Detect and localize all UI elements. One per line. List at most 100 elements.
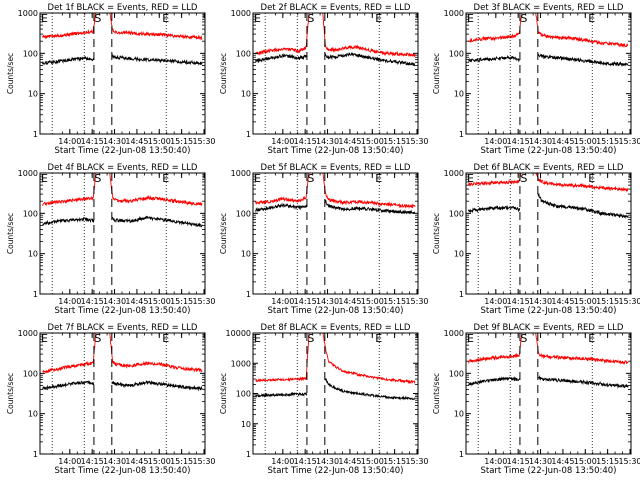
x-tick-label: 14:00 — [58, 297, 81, 306]
marker-label-s: S — [94, 332, 101, 345]
plot-frame — [39, 172, 206, 295]
x-tick-label: 14:15 — [507, 137, 530, 146]
x-tick-label: 15:15 — [170, 297, 193, 306]
y-tick-label: 1 — [33, 450, 38, 459]
series-line-events — [255, 377, 416, 401]
x-tick-label: 14:45 — [338, 137, 361, 146]
y-tick-label: 10 — [454, 90, 464, 99]
y-tick-label: 1000 — [444, 9, 464, 18]
x-tick-label: 15:00 — [574, 137, 597, 146]
marker-label-s: S — [307, 12, 314, 25]
x-tick-label: 14:15 — [507, 297, 530, 306]
plot-frame — [252, 12, 419, 135]
y-tick-label: 1000 — [444, 169, 464, 178]
y-axis: 1 10 100 1000 — [444, 169, 631, 299]
marker-label-e: E — [162, 332, 169, 345]
marker-label-e: E — [588, 172, 595, 185]
chart-title: Det 7f BLACK = Events, RED = LLD — [48, 323, 198, 333]
x-tick-label: 15:15 — [170, 137, 193, 146]
x-tick-label: 15:15 — [383, 457, 406, 466]
y-tick-label: 1000 — [18, 329, 38, 338]
y-tick-label: 1000 — [231, 169, 251, 178]
y-tick-label: 10 — [241, 90, 251, 99]
plot-area — [42, 173, 203, 228]
x-tick-label: 14:45 — [551, 137, 574, 146]
marker-label-s: S — [520, 12, 527, 25]
y-axis-label: Counts/sec — [6, 373, 15, 414]
x-axis-label: Start Time (22-Jun-08 13:50:40) — [55, 466, 191, 476]
x-tick-label: 15:15 — [596, 137, 619, 146]
y-axis: 1 10 100 1000 — [18, 329, 205, 459]
marker-label-s: S — [520, 172, 527, 185]
x-tick-label: 14:45 — [338, 457, 361, 466]
chart-title: Det 4f BLACK = Events, RED = LLD — [48, 163, 198, 173]
chart-panel-5: 1 10 100 1000 14:00 14:15 14:30 14:45 15:00 15:15… — [219, 163, 429, 316]
marker-label-e: E — [375, 12, 382, 25]
series-line-events — [255, 52, 416, 67]
y-tick-label: 10 — [28, 250, 38, 259]
chart-title: Det 6f BLACK = Events, RED = LLD — [474, 163, 624, 173]
x-tick-label: 14:45 — [338, 297, 361, 306]
y-axis: 1 10 100 1000 — [444, 9, 631, 139]
plot-area — [255, 333, 416, 401]
marker-label-e: E — [254, 12, 261, 25]
x-tick-label: 14:30 — [103, 457, 126, 466]
x-tick-label: 15:00 — [361, 297, 384, 306]
series-line-events — [42, 215, 203, 228]
x-tick-label: 15:30 — [192, 457, 215, 466]
marker-label-s: S — [94, 12, 101, 25]
chart-panel-2: 1 10 100 1000 14:00 14:15 14:30 14:45 15:00 15:15… — [219, 3, 429, 156]
y-axis-label: Counts/sec — [219, 213, 228, 254]
x-axis: 14:00 14:15 14:30 14:45 15:00 15:15 15:30 — [271, 13, 429, 146]
x-tick-label: 14:45 — [125, 297, 148, 306]
x-tick-label: 14:00 — [484, 457, 507, 466]
x-tick-label: 15:15 — [596, 297, 619, 306]
y-tick-label: 100 — [236, 49, 251, 58]
plot-area — [255, 173, 416, 215]
x-tick-label: 14:30 — [316, 457, 339, 466]
x-axis: 14:00 14:15 14:30 14:45 15:00 15:15 15:30 — [58, 13, 216, 146]
series-line-events — [255, 199, 416, 215]
x-tick-label: 15:00 — [574, 297, 597, 306]
marker-label-e: E — [254, 172, 261, 185]
y-axis-label: Counts/sec — [219, 373, 228, 414]
chart-title: Det 2f BLACK = Events, RED = LLD — [261, 3, 411, 13]
y-tick-label: 1 — [33, 290, 38, 299]
plot-frame — [39, 12, 206, 135]
y-tick-label: 1 — [33, 130, 38, 139]
x-tick-label: 14:00 — [484, 137, 507, 146]
x-tick-label: 15:30 — [192, 297, 215, 306]
x-axis-label: Start Time (22-Jun-08 13:50:40) — [268, 146, 404, 156]
series-line-lld — [42, 13, 203, 41]
x-tick-label: 14:30 — [529, 297, 552, 306]
x-tick-label: 15:00 — [148, 457, 171, 466]
x-tick-label: 14:30 — [103, 297, 126, 306]
marker-label-s: S — [307, 172, 314, 185]
y-tick-label: 1000 — [231, 359, 251, 368]
plot-frame — [39, 332, 206, 455]
x-tick-label: 14:30 — [529, 457, 552, 466]
y-tick-label: 1 — [246, 450, 251, 459]
y-axis: 1 10 100 1000 — [231, 9, 418, 139]
x-axis: 14:00 14:15 14:30 14:45 15:00 15:15 15:30 — [271, 333, 429, 466]
y-tick-label: 1000 — [18, 169, 38, 178]
chart-title: Det 1f BLACK = Events, RED = LLD — [48, 3, 198, 13]
x-axis-label: Start Time (22-Jun-08 13:50:40) — [55, 306, 191, 316]
y-tick-label: 10000 — [226, 329, 251, 338]
x-tick-label: 15:00 — [361, 137, 384, 146]
chart-title: Det 3f BLACK = Events, RED = LLD — [474, 3, 624, 13]
y-axis-label: Counts/sec — [432, 213, 441, 254]
chart-panel-1: 1 10 100 1000 14:00 14:15 14:30 14:45 15:00 15:15… — [6, 3, 216, 156]
x-axis: 14:00 14:15 14:30 14:45 15:00 15:15 15:30 — [484, 333, 640, 466]
marker-label-e: E — [41, 172, 48, 185]
x-tick-label: 15:15 — [383, 137, 406, 146]
marker-label-e: E — [467, 12, 474, 25]
y-tick-label: 10 — [241, 420, 251, 429]
y-tick-label: 10 — [28, 90, 38, 99]
marker-label-e: E — [588, 12, 595, 25]
x-tick-label: 15:30 — [405, 137, 428, 146]
y-axis: 1 10 100 1000 — [18, 169, 205, 299]
x-axis-label: Start Time (22-Jun-08 13:50:40) — [268, 306, 404, 316]
y-tick-label: 10 — [28, 410, 38, 419]
x-tick-label: 14:45 — [551, 297, 574, 306]
